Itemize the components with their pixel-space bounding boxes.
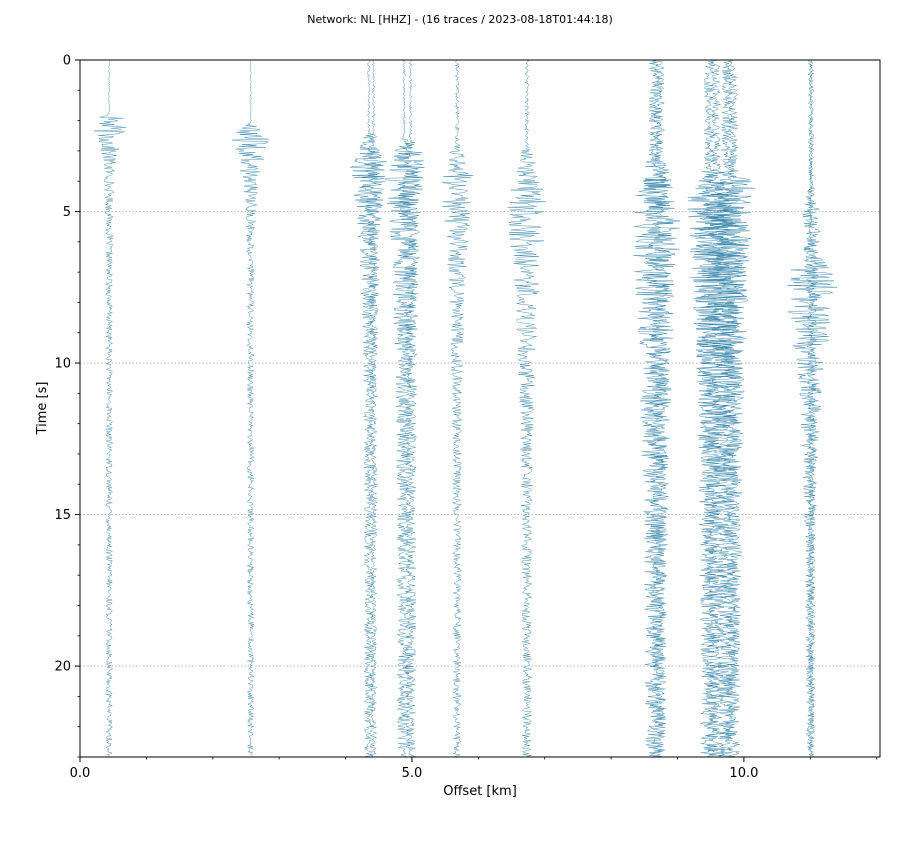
seismic-trace <box>441 60 474 757</box>
seismic-trace <box>702 60 750 757</box>
seismic-trace <box>642 60 674 757</box>
seismic-trace <box>690 60 744 757</box>
plot-frame <box>79 59 881 758</box>
seismic-trace <box>633 60 681 757</box>
seismic-trace <box>396 60 425 757</box>
seismic-trace <box>507 60 547 757</box>
trace-group <box>94 60 838 757</box>
seismic-trace <box>383 60 423 757</box>
chart-title: Network: NL [HHZ] - (16 traces / 2023-08… <box>307 13 613 26</box>
y-axis-label: Time [s] <box>35 382 50 436</box>
seismic-trace <box>802 60 822 757</box>
y-tick-label: 15 <box>54 508 71 523</box>
seismic-trace <box>787 60 838 757</box>
x-axis-ticks: 0.0 5.0 10.0 <box>70 757 878 781</box>
y-tick-label: 20 <box>54 660 71 675</box>
y-axis-ticks: 0 5 10 15 20 <box>54 54 80 758</box>
x-tick-label: 0.0 <box>70 766 91 781</box>
y-tick-label: 0 <box>63 54 71 69</box>
seismic-trace <box>231 60 270 757</box>
seismic-trace <box>361 60 387 757</box>
x-axis-label: Offset [km] <box>443 784 517 799</box>
x-tick-label: 10.0 <box>729 766 758 781</box>
y-tick-label: 10 <box>54 357 71 372</box>
x-tick-label: 5.0 <box>402 766 423 781</box>
seismic-trace <box>711 60 756 757</box>
horizontal-gridlines <box>80 59 880 667</box>
y-tick-label: 5 <box>63 205 71 220</box>
seismic-trace <box>94 60 127 757</box>
